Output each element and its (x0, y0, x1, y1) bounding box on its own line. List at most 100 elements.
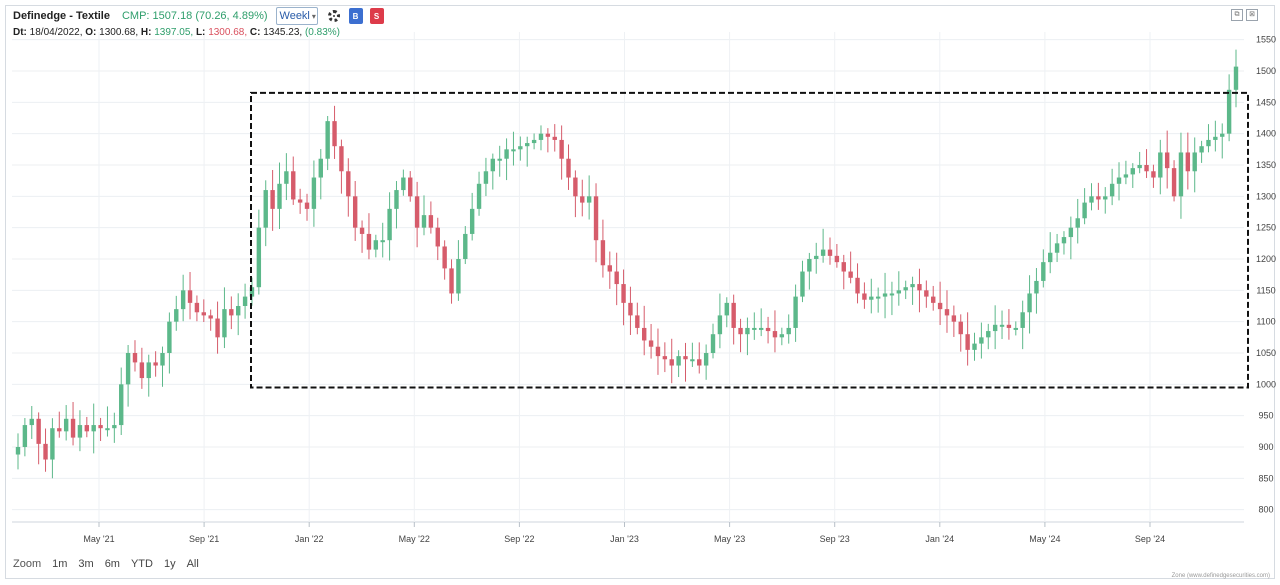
candle-body (752, 327, 757, 330)
y-tick-label: 1500 (1256, 66, 1276, 76)
candle-body (931, 296, 936, 303)
candle-body (1178, 152, 1184, 197)
close-value: 1345.23, (263, 27, 303, 38)
candle-body (1199, 146, 1204, 153)
candles (15, 49, 1239, 479)
y-tick-label: 900 (1258, 442, 1273, 452)
sell-button[interactable]: S (369, 8, 384, 24)
x-tick-label: Sep '21 (189, 534, 219, 544)
candle-body (414, 196, 420, 228)
candle-body (937, 302, 943, 310)
candle-body (531, 139, 537, 144)
timeframe-select[interactable]: Weekl ▾ (275, 7, 318, 25)
zoom-bar: Zoom 1m 3m 6m YTD 1y All (13, 558, 199, 570)
settings-icon[interactable]: ⊠ (1246, 9, 1258, 21)
y-tick-label: 1100 (1256, 317, 1275, 327)
zoom-1m-button[interactable]: 1m (52, 558, 68, 570)
candle-body (359, 227, 365, 234)
y-tick-label: 1050 (1256, 348, 1276, 358)
candle-body (965, 334, 970, 350)
zoom-6m-button[interactable]: 6m (104, 558, 120, 570)
candle-body (1061, 237, 1067, 244)
candle-body (91, 425, 96, 432)
candle-body (139, 362, 145, 379)
candle-body (621, 284, 626, 303)
candle-body (1164, 152, 1170, 169)
candle-body (284, 171, 289, 184)
close-label: C: (249, 27, 261, 38)
candle-body (1089, 196, 1094, 203)
symbol-title: Definedge - Textile (13, 10, 110, 22)
candle-body (325, 121, 330, 159)
candle-body (242, 296, 248, 306)
candle-body (125, 353, 131, 385)
candle-body (401, 177, 406, 191)
candle-body (807, 259, 812, 272)
candle-body (180, 290, 186, 310)
candle-body (793, 296, 798, 328)
candle-body (1137, 165, 1142, 169)
candle-body (628, 302, 633, 316)
x-tick-label: May '21 (83, 534, 114, 544)
candle-body (814, 255, 819, 259)
y-tick-label: 800 (1258, 505, 1273, 515)
candle-body (511, 149, 516, 152)
open-value: 1300.68, (99, 27, 139, 38)
x-tick-label: May '24 (1029, 534, 1060, 544)
candle-body (738, 327, 743, 335)
candle-body (77, 425, 83, 438)
candle-body (1027, 293, 1032, 313)
zoom-3m-button[interactable]: 3m (78, 558, 94, 570)
candle-body (215, 318, 220, 338)
x-tick-label: Jan '22 (295, 534, 324, 544)
zoom-ytd-button[interactable]: YTD (130, 558, 153, 570)
candle-body (263, 190, 268, 228)
candle-body (717, 315, 723, 335)
candle-body (442, 246, 447, 269)
candle-body (882, 293, 888, 297)
high-value: 1397.05, (154, 27, 194, 38)
candle-body (642, 327, 647, 341)
gear-icon[interactable] (327, 10, 340, 22)
candle-body (1096, 196, 1101, 200)
candle-body (724, 302, 729, 316)
candle-body (951, 315, 957, 322)
candle-body (332, 121, 337, 147)
x-tick-label: May '23 (714, 534, 745, 544)
popout-icon[interactable]: ⧉ (1231, 9, 1243, 21)
candle-body (669, 359, 674, 366)
x-tick-label: May '22 (399, 534, 430, 544)
buy-button[interactable]: B (348, 8, 363, 24)
candle-body (1013, 327, 1018, 330)
candle-body (710, 334, 716, 353)
candle-body (339, 146, 344, 172)
candle-body (1034, 280, 1039, 294)
candle-body (504, 149, 509, 159)
credit-text: Zone (www.definedgesecurities.com) (1171, 573, 1270, 579)
candle-body (958, 321, 963, 335)
low-label: L: (195, 27, 206, 38)
candle-body (373, 240, 379, 250)
candle-body (22, 425, 28, 447)
candle-body (1233, 66, 1239, 90)
candle-body (236, 306, 241, 316)
candle-body (1213, 136, 1218, 140)
candle-body (772, 331, 778, 338)
candle-body (421, 215, 427, 228)
candle-body (174, 309, 179, 322)
candle-body (765, 327, 771, 332)
zoom-1y-button[interactable]: 1y (163, 558, 176, 570)
candle-body (1206, 139, 1211, 147)
y-axis: 800 850 900 950 1000 1050 1100 1150 1200 1250 1300… (1256, 35, 1276, 515)
candle-body (538, 133, 544, 140)
candle-body (820, 249, 826, 256)
zoom-all-button[interactable]: All (186, 558, 199, 570)
candle-body (999, 324, 1005, 327)
candle-body (304, 202, 310, 209)
candle-body (29, 418, 34, 426)
y-tick-label: 1550 (1256, 35, 1276, 45)
candle-body (63, 418, 69, 432)
candle-body (463, 233, 468, 259)
candle-body (1006, 324, 1012, 328)
